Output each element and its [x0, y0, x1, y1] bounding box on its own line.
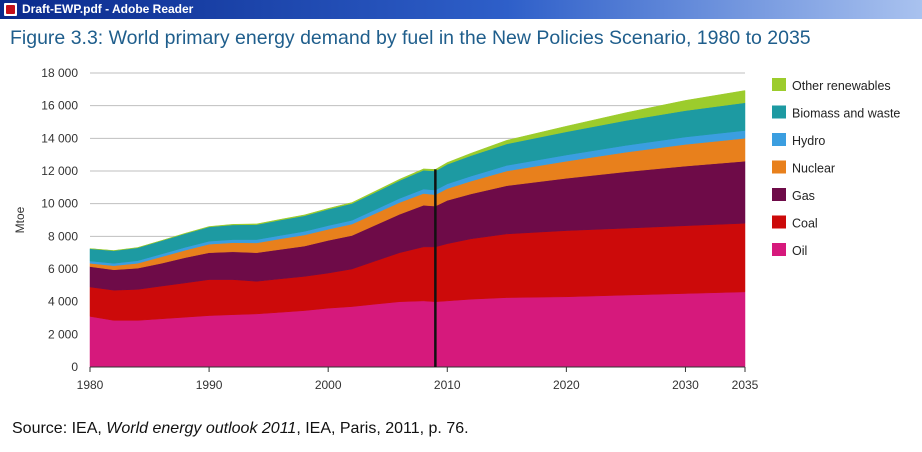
legend-swatch: [772, 215, 786, 229]
x-tick-label: 2030: [672, 378, 699, 392]
window-title-bar[interactable]: Draft-EWP.pdf - Adobe Reader: [0, 0, 922, 19]
legend-swatch: [772, 160, 786, 174]
legend-label: Other renewables: [792, 79, 891, 93]
legend-label: Gas: [792, 189, 815, 203]
pdf-document-icon: [4, 3, 17, 16]
area-series-other-renewables: [89, 90, 746, 251]
y-tick-label: 14 000: [41, 131, 78, 145]
x-tick-label: 1990: [196, 378, 223, 392]
y-tick-label: 8 000: [48, 229, 78, 243]
legend-swatch: [772, 105, 786, 119]
source-work-title: World energy outlook 2011: [106, 420, 297, 437]
source-citation: Source: IEA, World energy outlook 2011, …: [12, 420, 469, 438]
x-tick-label: 2020: [553, 378, 580, 392]
y-tick-label: 12 000: [41, 164, 78, 178]
legend-label: Hydro: [792, 134, 825, 148]
legend-label: Biomass and waste: [792, 107, 900, 121]
x-tick-label: 2000: [315, 378, 342, 392]
legend-swatch: [772, 243, 786, 256]
y-tick-label: 18 000: [41, 66, 78, 80]
source-prefix: Source: IEA,: [12, 420, 107, 437]
legend-label: Nuclear: [792, 162, 835, 176]
y-tick-label: 6 000: [48, 262, 78, 276]
x-tick-label: 1980: [77, 378, 104, 392]
y-axis-label: Mtoe: [13, 206, 27, 233]
legend-swatch: [772, 188, 786, 201]
x-tick-label: 2010: [434, 378, 461, 392]
x-tick-label: 2035: [732, 378, 759, 392]
legend-swatch: [772, 133, 786, 146]
y-tick-label: 4 000: [48, 295, 78, 309]
source-suffix: , IEA, Paris, 2011, p. 76.: [296, 420, 469, 437]
legend-swatch: [772, 78, 786, 91]
y-tick-label: 10 000: [41, 197, 78, 211]
figure-title: Figure 3.3: World primary energy demand …: [10, 27, 811, 49]
y-tick-label: 0: [71, 360, 78, 374]
y-tick-label: 16 000: [41, 99, 78, 113]
legend-label: Coal: [792, 217, 818, 231]
y-tick-label: 2 000: [48, 327, 78, 341]
window-title: Draft-EWP.pdf - Adobe Reader: [22, 2, 194, 16]
legend-label: Oil: [792, 244, 807, 258]
